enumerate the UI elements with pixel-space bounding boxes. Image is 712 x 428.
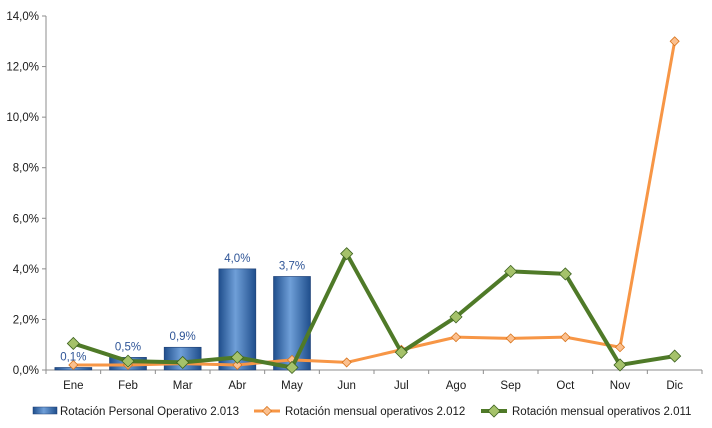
y-tick-label: 0,0% bbox=[13, 365, 39, 377]
legend-marker bbox=[487, 404, 501, 418]
line-series-1 bbox=[68, 36, 680, 371]
legend-label-bars: Rotación Personal Operativo 2.013 bbox=[60, 406, 239, 418]
line-point-marker bbox=[504, 264, 518, 278]
line-point-marker bbox=[68, 359, 79, 371]
line-point-marker bbox=[232, 359, 243, 371]
x-tick-label: Abr bbox=[228, 380, 246, 392]
line-point-marker bbox=[560, 332, 571, 343]
x-tick-label: Feb bbox=[118, 380, 138, 392]
line-point-marker bbox=[230, 350, 244, 364]
line-point-marker bbox=[340, 247, 354, 261]
y-tick-label: 6,0% bbox=[13, 213, 39, 225]
line-point-marker bbox=[613, 358, 627, 372]
x-tick-label: Ago bbox=[446, 380, 466, 392]
bar-data-label: 0,1% bbox=[60, 351, 86, 363]
x-tick-label: Oct bbox=[556, 380, 575, 392]
x-tick-label: Nov bbox=[610, 380, 631, 392]
y-tick-label: 14,0% bbox=[6, 11, 39, 23]
line-point-marker bbox=[66, 336, 80, 351]
y-tick-label: 8,0% bbox=[13, 163, 39, 175]
line-point-marker bbox=[121, 354, 135, 368]
series-line bbox=[72, 251, 675, 370]
x-tick-label: Sep bbox=[500, 380, 520, 392]
series-line bbox=[73, 41, 677, 367]
x-tick-label: Dic bbox=[666, 380, 683, 392]
line-point-marker bbox=[394, 345, 408, 359]
x-tick-label: Jul bbox=[394, 380, 409, 392]
y-tick-label: 12,0% bbox=[6, 62, 39, 74]
line-point-marker bbox=[558, 267, 572, 281]
data-labels: 0,1% 0,5% 0,9% 4,0% 3,7% bbox=[60, 253, 305, 364]
x-tick-label: Mar bbox=[173, 380, 193, 392]
line-point-marker bbox=[449, 310, 463, 324]
legend-label-line: Rotación mensual operativos 2.012 bbox=[285, 406, 465, 418]
y-tick-label: 4,0% bbox=[13, 264, 39, 276]
line-point-marker bbox=[176, 355, 190, 369]
x-tick-label: Ene bbox=[63, 380, 83, 392]
line-series bbox=[66, 36, 682, 375]
bar-data-label: 3,7% bbox=[279, 260, 305, 272]
bar-data-label: 4,0% bbox=[224, 253, 250, 265]
bar bbox=[273, 276, 311, 371]
legend-label-line: Rotación mensual operativos 2.011 bbox=[512, 406, 691, 418]
line-point-marker bbox=[505, 333, 516, 344]
y-tick-label: 10,0% bbox=[6, 112, 39, 124]
line-point-marker bbox=[669, 36, 680, 47]
x-axis: Ene Feb Mar Abr May Jun Jul Ago Sep Oct Nov Dic bbox=[45, 369, 703, 392]
legend-marker bbox=[261, 405, 273, 417]
line-point-marker bbox=[450, 332, 462, 343]
line-point-marker bbox=[341, 357, 352, 368]
bar-data-label: 0,9% bbox=[170, 331, 196, 343]
line-point-marker bbox=[668, 349, 682, 363]
line-series-2 bbox=[66, 247, 682, 375]
y-axis: 0,0% 2,0% 4,0% 6,0% 8,0% 10,0% 12,0% 14,0% bbox=[6, 11, 47, 377]
legend-swatch-bars bbox=[32, 406, 58, 415]
line-point-marker bbox=[614, 342, 626, 353]
line-point-marker bbox=[285, 360, 299, 375]
x-tick-label: Jun bbox=[337, 380, 356, 392]
y-tick-label: 2,0% bbox=[13, 314, 39, 326]
bar-series bbox=[54, 268, 311, 371]
legend: Rotación Personal Operativo 2.013 Rotació… bbox=[32, 404, 691, 418]
bar-data-label: 0,5% bbox=[115, 341, 141, 353]
x-tick-label: May bbox=[281, 380, 303, 392]
